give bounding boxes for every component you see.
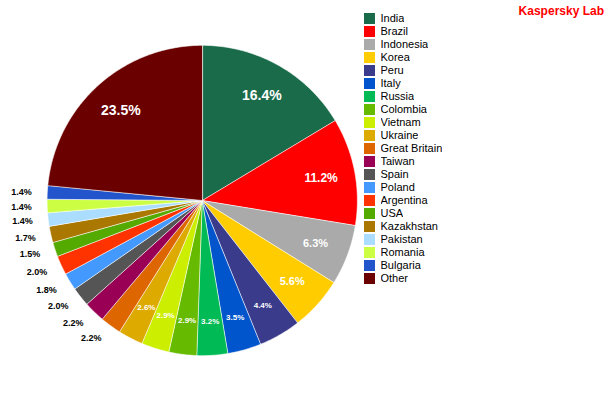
- html-text:Italy: Italy: [380, 77, 401, 89]
- html-text:Indonesia: Indonesia: [380, 38, 429, 50]
- svg-text:23.5%: 23.5%: [101, 102, 141, 118]
- html-text:Ukraine: Ukraine: [380, 129, 419, 141]
- svg-text:1.7%: 1.7%: [15, 233, 36, 243]
- html-text:Other: Other: [380, 272, 408, 284]
- svg-text:2.2%: 2.2%: [81, 333, 102, 343]
- html-text:Colombia: Colombia: [380, 103, 427, 115]
- html-text:Russia: Russia: [380, 90, 415, 102]
- svg-text:16.4%: 16.4%: [242, 87, 282, 103]
- html-text:Bulgaria: Bulgaria: [380, 259, 421, 271]
- svg-text:6.3%: 6.3%: [303, 237, 328, 249]
- svg-text:3.2%: 3.2%: [201, 317, 219, 326]
- html-text:Taiwan: Taiwan: [380, 155, 415, 167]
- html-text:Korea: Korea: [380, 51, 410, 63]
- html-text:Pakistan: Pakistan: [380, 233, 423, 245]
- svg-text:2.9%: 2.9%: [156, 311, 174, 320]
- svg-text:5.6%: 5.6%: [280, 275, 305, 287]
- svg-text:3.5%: 3.5%: [226, 313, 244, 322]
- html-text:Poland: Poland: [380, 181, 415, 193]
- html-text:Romania: Romania: [380, 246, 425, 258]
- svg-text:1.8%: 1.8%: [36, 285, 57, 295]
- html-text:Vietnam: Vietnam: [380, 116, 421, 128]
- html-text:India: India: [380, 12, 405, 24]
- svg-text:2.9%: 2.9%: [178, 316, 196, 325]
- html-text:Great Britain: Great Britain: [380, 142, 443, 154]
- html-text:Brazil: Brazil: [380, 25, 408, 37]
- svg-text:1.4%: 1.4%: [11, 202, 32, 212]
- html-text:Argentina: Argentina: [380, 194, 428, 206]
- svg-text:11.2%: 11.2%: [304, 170, 338, 184]
- html-text:USA: USA: [380, 207, 404, 219]
- html-text:Kaspersky Lab: Kaspersky Lab: [518, 4, 604, 18]
- html-text:Spain: Spain: [380, 168, 409, 180]
- svg-text:2.6%: 2.6%: [137, 303, 155, 312]
- html-text:Peru: Peru: [380, 64, 404, 76]
- svg-text:1.4%: 1.4%: [12, 216, 33, 226]
- svg-text:2.2%: 2.2%: [63, 318, 84, 328]
- svg-text:1.5%: 1.5%: [20, 249, 41, 259]
- html-text:Kazakhstan: Kazakhstan: [380, 220, 438, 232]
- svg-text:2.0%: 2.0%: [48, 301, 69, 311]
- svg-text:2.0%: 2.0%: [27, 267, 48, 277]
- svg-text:4.4%: 4.4%: [254, 301, 272, 310]
- svg-text:1.4%: 1.4%: [11, 187, 32, 197]
